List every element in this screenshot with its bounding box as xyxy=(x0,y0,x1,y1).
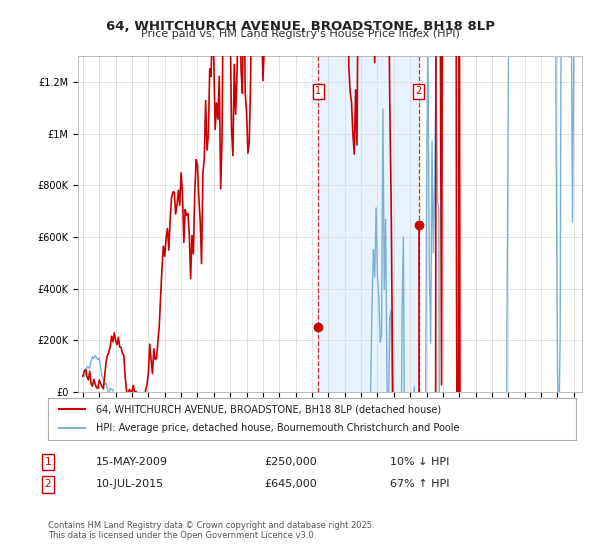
Text: 1: 1 xyxy=(315,86,321,96)
Text: 10-JUL-2015: 10-JUL-2015 xyxy=(96,479,164,489)
Text: £250,000: £250,000 xyxy=(264,457,317,467)
Text: 2: 2 xyxy=(416,86,422,96)
Text: £645,000: £645,000 xyxy=(264,479,317,489)
Text: 64, WHITCHURCH AVENUE, BROADSTONE, BH18 8LP (detached house): 64, WHITCHURCH AVENUE, BROADSTONE, BH18 … xyxy=(95,404,440,414)
Text: 2: 2 xyxy=(44,479,52,489)
Text: HPI: Average price, detached house, Bournemouth Christchurch and Poole: HPI: Average price, detached house, Bour… xyxy=(95,423,459,433)
Text: 1: 1 xyxy=(44,457,52,467)
Text: Price paid vs. HM Land Registry's House Price Index (HPI): Price paid vs. HM Land Registry's House … xyxy=(140,29,460,39)
Text: 64, WHITCHURCH AVENUE, BROADSTONE, BH18 8LP: 64, WHITCHURCH AVENUE, BROADSTONE, BH18 … xyxy=(106,20,494,32)
Text: 67% ↑ HPI: 67% ↑ HPI xyxy=(390,479,449,489)
Text: 15-MAY-2009: 15-MAY-2009 xyxy=(96,457,168,467)
Bar xyxy=(318,56,419,392)
Text: 10% ↓ HPI: 10% ↓ HPI xyxy=(390,457,449,467)
Text: Contains HM Land Registry data © Crown copyright and database right 2025.
This d: Contains HM Land Registry data © Crown c… xyxy=(48,521,374,540)
